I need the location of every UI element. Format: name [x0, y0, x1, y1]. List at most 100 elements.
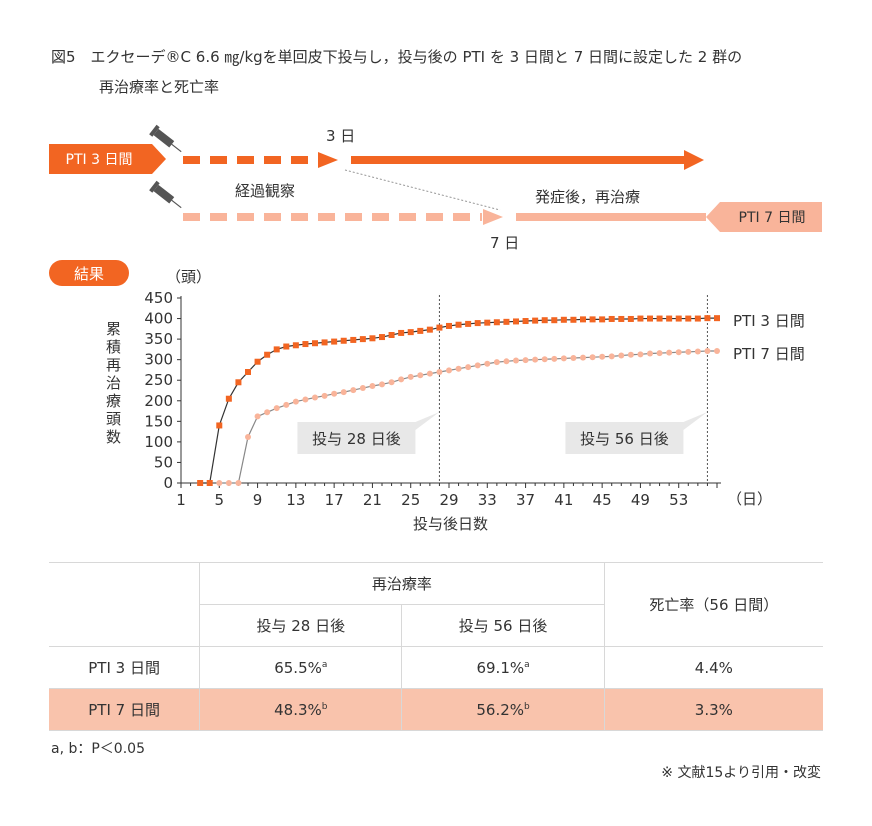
annotation-label: 投与 28 日後	[312, 430, 401, 448]
data-point	[254, 413, 261, 420]
data-point	[627, 315, 634, 322]
data-point	[675, 349, 682, 356]
data-point	[513, 357, 519, 364]
data-point	[283, 343, 290, 350]
data-point	[551, 355, 558, 362]
y-axis-unit: （頭）	[166, 268, 212, 286]
data-point	[675, 315, 682, 322]
data-point	[235, 379, 242, 386]
y-tick-label: 0	[163, 474, 173, 492]
data-point	[465, 364, 472, 371]
syringe-icon-a	[149, 124, 182, 153]
data-point	[589, 354, 596, 361]
cell-r28: 48.3%b	[199, 688, 403, 731]
data-point	[302, 396, 309, 403]
results-table: 再治療率 死亡率（56 日間） 投与 28 日後 投与 56 日後 PTI 3 …	[49, 562, 823, 731]
data-point	[388, 332, 395, 338]
data-point	[694, 315, 701, 322]
data-point	[647, 350, 653, 357]
series-line	[219, 350, 717, 484]
data-point	[350, 336, 357, 343]
retreat-label: 発症後，再治療	[535, 188, 641, 206]
data-point	[608, 353, 615, 360]
group-b-tag-label: PTI 7 日間	[738, 210, 806, 226]
x-tick-label: 25	[401, 491, 420, 509]
x-tick-label: 9	[253, 491, 263, 509]
cell-r28: 65.5%a	[199, 646, 403, 689]
data-point	[331, 338, 338, 345]
data-point	[704, 315, 711, 322]
table-header-row-1: 再治療率 死亡率（56 日間）	[49, 562, 823, 647]
x-tick-label: 5	[215, 491, 225, 509]
data-point	[312, 394, 318, 401]
data-point	[714, 315, 720, 322]
data-point	[350, 387, 357, 394]
cell-mortality: 4.4%	[603, 646, 823, 689]
group-a-treatment-line	[351, 156, 686, 164]
y-axis-label: 累積再治療頭数	[106, 320, 122, 446]
table-header-row-2: 投与 28 日後 投与 56 日後	[49, 604, 823, 647]
data-point	[455, 365, 462, 372]
data-point	[599, 316, 606, 323]
protocol-diagram	[49, 124, 822, 232]
data-point	[283, 401, 290, 408]
data-point	[637, 315, 644, 322]
data-point	[436, 369, 443, 375]
data-point	[560, 316, 567, 323]
data-point	[426, 326, 433, 333]
data-point	[656, 350, 663, 357]
data-point	[292, 398, 299, 405]
data-point	[694, 348, 701, 355]
data-point	[532, 356, 539, 363]
data-point	[704, 348, 711, 355]
data-point	[685, 315, 692, 322]
y-tick-label: 350	[144, 330, 173, 348]
data-point	[426, 370, 433, 377]
data-point	[340, 337, 347, 344]
data-point	[264, 351, 271, 358]
table-header-mortality: 死亡率（56 日間）	[603, 562, 823, 647]
data-point	[474, 320, 481, 327]
group-a-tag-shape	[49, 144, 166, 174]
data-point	[465, 320, 472, 327]
data-point	[225, 395, 232, 402]
data-point	[245, 433, 251, 440]
group-b-observation-arrowhead	[483, 209, 503, 225]
data-point	[359, 336, 366, 343]
x-axis-label: 投与後日数	[413, 515, 489, 533]
data-point	[580, 316, 586, 323]
x-tick-label: 45	[593, 491, 612, 509]
data-point	[388, 379, 395, 386]
data-point	[292, 342, 299, 349]
data-point	[474, 362, 481, 369]
observation-label: 経過観察	[235, 182, 296, 200]
y-tick-label: 100	[144, 433, 173, 451]
data-point	[446, 367, 452, 374]
data-point	[503, 358, 510, 365]
footnote: a, b：P＜0.05	[51, 741, 145, 757]
cumulative-retreatment-chart: 0 50 100 150 200 250 300 350 400 450 1 5 9 13 17 21 25 29…	[144, 289, 804, 509]
y-tick-label: 250	[144, 371, 173, 389]
data-point	[417, 372, 424, 379]
data-point	[302, 341, 309, 348]
day7-label: 7 日	[490, 234, 520, 252]
source-note: ※ 文献15より引用・改変	[661, 765, 821, 781]
syringe-icon-b	[149, 180, 182, 209]
data-point	[264, 409, 271, 416]
x-tick-label: 53	[669, 491, 688, 509]
row-label: PTI 7 日間	[49, 688, 201, 731]
data-point	[235, 480, 242, 486]
data-point	[522, 357, 529, 364]
row-label: PTI 3 日間	[49, 646, 201, 689]
x-tick-label: 49	[631, 491, 650, 509]
data-point	[340, 389, 347, 396]
data-point	[436, 324, 443, 331]
data-point	[599, 353, 606, 360]
annotation-callout	[297, 412, 440, 454]
y-tick-label: 50	[154, 453, 173, 471]
data-point	[331, 390, 338, 397]
table-corner-cell	[49, 562, 201, 647]
data-point	[225, 480, 232, 486]
x-tick-label: 1	[176, 491, 186, 509]
annotation-label: 投与 56 日後	[580, 430, 669, 448]
